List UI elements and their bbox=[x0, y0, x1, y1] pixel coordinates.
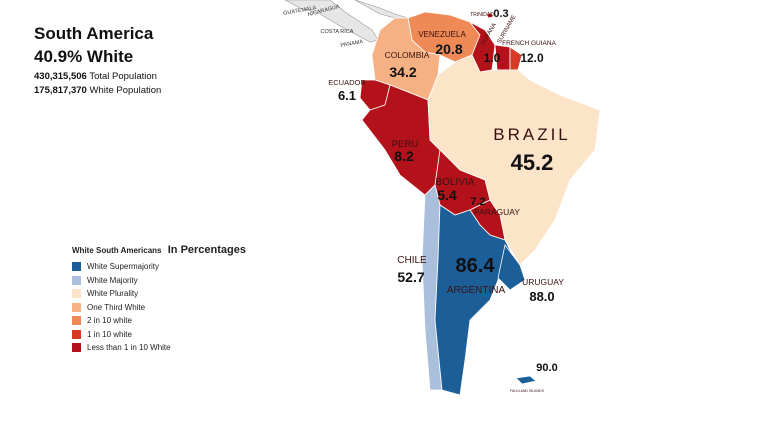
country-value: 34.2 bbox=[389, 64, 416, 80]
legend-item: White Majority bbox=[72, 274, 246, 288]
country-name: TRINIDAD bbox=[470, 12, 494, 18]
country-name: VENEZUELA bbox=[418, 30, 466, 39]
country-shape bbox=[486, 12, 494, 19]
country-value: 0.3 bbox=[493, 8, 508, 20]
total-population: 430,315,506 bbox=[34, 71, 87, 82]
country-name: BOLIVIA bbox=[436, 177, 475, 188]
legend-label: 2 in 10 white bbox=[87, 316, 132, 326]
country-name: PARAGUAY bbox=[474, 207, 520, 217]
legend-label: One Third White bbox=[87, 302, 146, 312]
country-shape bbox=[515, 375, 537, 385]
white-label: White Population bbox=[89, 85, 162, 96]
white-line: 175,817,370 White Population bbox=[34, 85, 161, 96]
legend-item: White Plurality bbox=[72, 287, 246, 301]
country-shape bbox=[497, 244, 526, 291]
legend-label: White Majority bbox=[87, 275, 138, 285]
title: South America bbox=[34, 24, 154, 43]
country-value: 5.4 bbox=[437, 187, 457, 203]
country-labels: VENEZUELA20.8COLOMBIA34.2GUYANA1.0SURINA… bbox=[283, 4, 571, 393]
region-label: GUATEMALA bbox=[283, 5, 317, 17]
caribbean-coast bbox=[354, 0, 409, 19]
legend-label: Less than 1 in 10 White bbox=[87, 343, 171, 353]
legend-swatch bbox=[72, 302, 81, 312]
legend-item: 1 in 10 white bbox=[72, 328, 246, 342]
country-name: BRAZIL bbox=[493, 125, 571, 144]
country-value: 7.2 bbox=[470, 196, 485, 208]
country-value: 20.8 bbox=[435, 41, 462, 57]
legend-swatch bbox=[72, 275, 81, 285]
country-name: PERU bbox=[392, 139, 419, 150]
legend: White South Americans In Percentages Whi… bbox=[72, 244, 246, 355]
central-america bbox=[284, 0, 379, 43]
legend-subtitle: In Percentages bbox=[167, 244, 246, 256]
country-name: ARGENTINA bbox=[447, 285, 506, 296]
total-label: Total Population bbox=[89, 71, 157, 82]
country-name: FRENCH GUIANA bbox=[502, 40, 556, 47]
legend-label: White Plurality bbox=[87, 289, 139, 299]
countries bbox=[359, 11, 601, 396]
country-value: 8.2 bbox=[394, 148, 414, 164]
legend-swatch bbox=[72, 329, 81, 339]
country-name: COLOMBIA bbox=[385, 50, 430, 60]
country-name: URUGUAY bbox=[522, 277, 564, 287]
country-shape bbox=[434, 204, 516, 396]
region-label: COSTA RICA bbox=[321, 29, 354, 35]
country-value: 6.1 bbox=[338, 88, 356, 103]
country-value: 12.0 bbox=[520, 51, 544, 65]
legend-label: 1 in 10 white bbox=[87, 329, 132, 339]
legend-swatch bbox=[72, 343, 81, 353]
country-value: 90.0 bbox=[536, 362, 557, 374]
country-value: 1.0 bbox=[484, 51, 501, 65]
legend-swatch bbox=[72, 289, 81, 299]
country-value: 88.0 bbox=[529, 289, 554, 304]
subtitle: 40.9% White bbox=[34, 47, 134, 66]
country-value: 52.7 bbox=[397, 269, 424, 285]
total-line: 430,315,506 Total Population bbox=[34, 71, 157, 82]
legend-item: One Third White bbox=[72, 301, 246, 315]
country-value: 86.4 bbox=[456, 255, 496, 277]
legend-swatch bbox=[72, 316, 81, 326]
white-population: 175,817,370 bbox=[34, 85, 87, 96]
legend-item: White Supermajority bbox=[72, 260, 246, 274]
legend-swatch bbox=[72, 262, 81, 272]
legend-items: White Supermajority White Majority White P… bbox=[72, 260, 246, 355]
legend-label: White Supermajority bbox=[87, 262, 160, 272]
legend-item: 2 in 10 white bbox=[72, 314, 246, 328]
region-label: PANAMA bbox=[340, 39, 364, 49]
country-name: ECUADOR bbox=[328, 78, 366, 87]
country-value: 45.2 bbox=[511, 150, 554, 175]
country-name: CHILE bbox=[397, 255, 427, 266]
country-name: FALKLAND ISLANDS bbox=[510, 389, 545, 393]
legend-item: Less than 1 in 10 White bbox=[72, 341, 246, 355]
legend-header: White South Americans In Percentages bbox=[72, 244, 246, 256]
legend-title: White South Americans bbox=[72, 246, 162, 255]
